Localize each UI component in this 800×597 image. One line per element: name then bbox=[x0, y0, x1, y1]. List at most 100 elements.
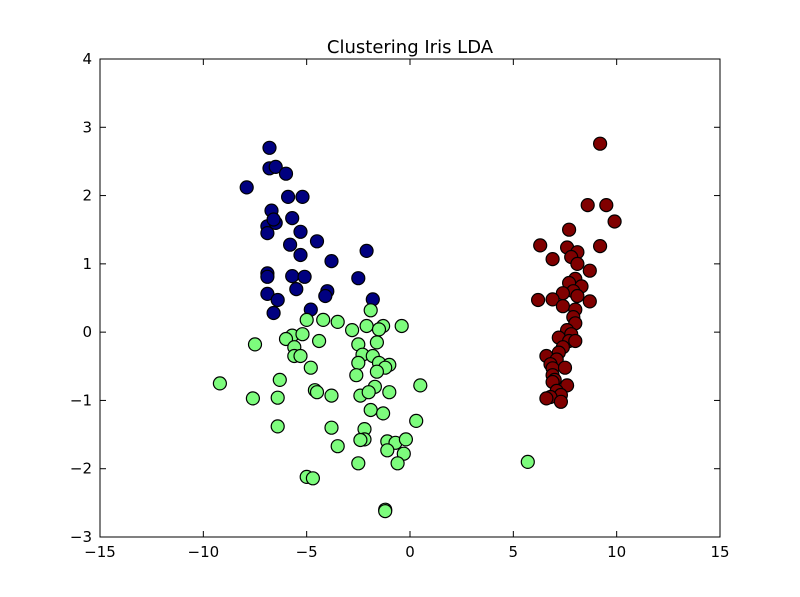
data-point bbox=[359, 318, 374, 334]
data-point bbox=[398, 432, 413, 447]
data-point bbox=[297, 269, 312, 284]
data-point bbox=[309, 385, 325, 400]
data-point bbox=[281, 189, 296, 204]
data-point bbox=[390, 456, 405, 471]
data-point bbox=[285, 269, 300, 284]
x-tick-label: 0 bbox=[405, 543, 415, 561]
data-point bbox=[324, 420, 339, 435]
data-point bbox=[539, 391, 554, 406]
y-tick-label: −1 bbox=[70, 391, 92, 409]
data-point bbox=[582, 294, 597, 309]
y-tick-label: 4 bbox=[82, 50, 92, 68]
data-point bbox=[599, 198, 614, 213]
data-point bbox=[363, 402, 378, 418]
x-tick-label: 10 bbox=[607, 543, 626, 561]
data-point bbox=[570, 288, 585, 304]
y-tick-label: 3 bbox=[82, 118, 92, 136]
data-point bbox=[270, 419, 285, 434]
data-point bbox=[293, 224, 308, 239]
data-point bbox=[312, 333, 327, 349]
data-point bbox=[260, 286, 275, 301]
data-point bbox=[378, 504, 393, 519]
data-point bbox=[592, 136, 608, 151]
data-point bbox=[266, 305, 281, 321]
data-point bbox=[409, 413, 424, 428]
points-layer bbox=[212, 136, 622, 519]
data-point bbox=[361, 385, 376, 400]
data-point bbox=[555, 299, 571, 314]
data-point bbox=[582, 263, 597, 278]
x-tick-label: 5 bbox=[509, 543, 519, 561]
y-tick-label: −2 bbox=[70, 460, 92, 478]
data-point bbox=[413, 378, 428, 393]
data-point bbox=[324, 388, 339, 403]
y-tick-label: 1 bbox=[82, 255, 92, 273]
data-point bbox=[245, 391, 260, 406]
data-point bbox=[330, 439, 345, 454]
data-point bbox=[260, 269, 275, 284]
data-point bbox=[545, 252, 560, 267]
data-point bbox=[607, 214, 622, 229]
data-point bbox=[568, 333, 583, 349]
data-point bbox=[359, 243, 374, 258]
chart-title: Clustering Iris LDA bbox=[327, 37, 494, 58]
data-point bbox=[303, 360, 318, 375]
data-point bbox=[266, 212, 281, 227]
data-point bbox=[570, 256, 585, 271]
data-point bbox=[268, 159, 283, 174]
data-point bbox=[557, 360, 573, 375]
x-tick-label: −5 bbox=[296, 543, 318, 561]
data-point bbox=[324, 254, 339, 269]
data-point bbox=[239, 180, 254, 195]
data-point bbox=[351, 271, 366, 286]
y-tick-label: −3 bbox=[70, 528, 92, 546]
data-point bbox=[380, 443, 395, 458]
data-point bbox=[371, 322, 387, 337]
data-point bbox=[309, 234, 325, 249]
data-point bbox=[316, 312, 331, 327]
x-tick-label: −15 bbox=[84, 543, 116, 561]
data-point bbox=[530, 292, 546, 308]
data-point bbox=[330, 314, 345, 329]
data-point bbox=[533, 238, 548, 253]
data-point bbox=[369, 335, 384, 350]
data-point bbox=[295, 327, 310, 342]
x-tick-label: 15 bbox=[710, 543, 729, 561]
data-point bbox=[520, 454, 535, 469]
data-point bbox=[262, 140, 277, 155]
data-point bbox=[293, 348, 308, 364]
data-point bbox=[283, 237, 298, 252]
data-point bbox=[553, 394, 569, 409]
plot-frame bbox=[99, 58, 721, 538]
data-point bbox=[260, 226, 275, 241]
data-point bbox=[295, 189, 310, 204]
data-point bbox=[293, 247, 308, 263]
data-point bbox=[270, 390, 285, 405]
data-point bbox=[318, 288, 333, 304]
data-point bbox=[345, 323, 360, 338]
data-point bbox=[382, 385, 397, 400]
data-point bbox=[349, 368, 364, 383]
data-point bbox=[289, 282, 304, 297]
data-point bbox=[272, 372, 287, 387]
data-point bbox=[353, 432, 368, 448]
data-point bbox=[394, 318, 409, 334]
data-point bbox=[369, 364, 384, 379]
data-point bbox=[270, 292, 285, 308]
y-tick-label: 2 bbox=[82, 187, 92, 205]
data-point bbox=[305, 471, 320, 486]
data-point bbox=[278, 166, 294, 181]
data-point bbox=[580, 198, 595, 213]
x-tick-label: −10 bbox=[188, 543, 220, 561]
y-tick-label: 0 bbox=[82, 323, 92, 341]
data-point bbox=[592, 239, 608, 254]
data-point bbox=[376, 406, 391, 421]
data-point bbox=[363, 303, 378, 318]
data-point bbox=[212, 376, 227, 391]
data-point bbox=[299, 312, 314, 327]
data-point bbox=[545, 292, 560, 307]
data-point bbox=[247, 337, 263, 352]
data-point bbox=[351, 456, 366, 471]
